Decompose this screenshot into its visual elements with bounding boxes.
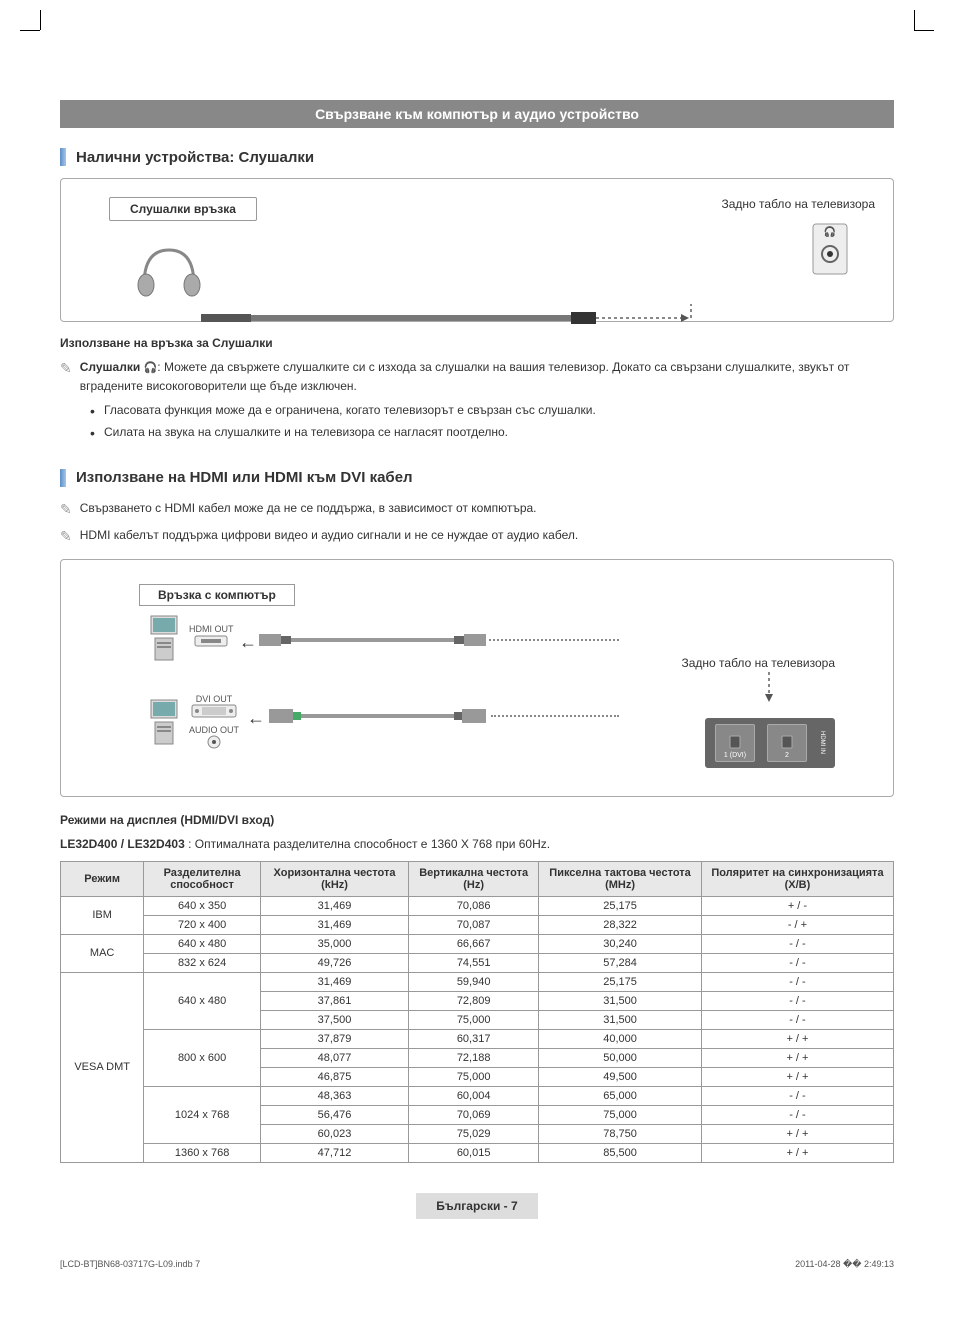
tv-arrow-down <box>763 672 775 702</box>
hdmi-note-2: ✎ HDMI кабелът поддържа цифрови видео и … <box>60 526 894 547</box>
dvi-cable-icon <box>269 706 489 726</box>
table-row: 1360 x 76847,71260,01585,500+ / + <box>61 1143 894 1162</box>
svg-text:🎧: 🎧 <box>824 225 836 238</box>
headphone-jack-icon: 🎧 <box>805 219 855 284</box>
headphone-note: ✎ Слушалки 🎧: Можете да свържете слушалк… <box>60 358 894 395</box>
section-banner: Свързване към компютър и аудио устройств… <box>60 100 894 128</box>
table-row: IBM640 x 35031,46970,08625,175+ / - <box>61 896 894 915</box>
headphone-glyph-icon: 🎧 <box>144 362 158 374</box>
dvi-out-label: DVI OUT <box>189 694 239 704</box>
tv-port-2: 2 <box>767 724 807 762</box>
table-header-row: Режим Разделителна способност Хоризонтал… <box>61 861 894 896</box>
note-icon: ✎ <box>60 358 72 379</box>
th-hfreq: Хоризонтална честота (kHz) <box>260 861 408 896</box>
hdmi-port-icon <box>191 634 231 650</box>
table-row: 1024 x 76848,36360,00465,000- / - <box>61 1086 894 1105</box>
note-icon: ✎ <box>60 499 72 520</box>
tv-hdmi-ports: 1 (DVI) 2 HDMI IN <box>705 718 835 768</box>
headphone-connection-label: Слушалки връзка <box>109 197 257 221</box>
audio-jack-icon <box>204 735 224 749</box>
th-resolution: Разделителна способност <box>144 861 261 896</box>
arrow-left-icon: ← <box>247 708 265 729</box>
display-modes-table: Режим Разделителна способност Хоризонтал… <box>60 861 894 1163</box>
note-icon: ✎ <box>60 526 72 547</box>
list-item: Гласовата функция може да е ограничена, … <box>90 401 894 419</box>
table-row: VESA DMT640 x 48031,46959,94025,175- / - <box>61 972 894 991</box>
pc-connection-label: Връзка с компютър <box>139 584 295 606</box>
hdmi-diagram: Връзка с компютър HDMI OUT ← DVI <box>60 559 894 797</box>
table-row: MAC640 x 48035,00066,66730,240- / - <box>61 934 894 953</box>
arrow-left-icon: ← <box>239 632 257 653</box>
headphone-bullets: Гласовата функция може да е ограничена, … <box>90 401 894 441</box>
hdmi-heading: Използване на HDMI или HDMI към DVI кабе… <box>60 469 894 487</box>
headphones-heading: Налични устройства: Слушалки <box>60 148 894 166</box>
hdmi-note-1: ✎ Свързването с HDMI кабел може да не се… <box>60 499 894 520</box>
th-mode: Режим <box>61 861 144 896</box>
list-item: Силата на звука на слушалките и на телев… <box>90 423 894 441</box>
headphone-diagram: Слушалки връзка Задно табло на телевизор… <box>60 178 894 322</box>
table-row: 832 x 62449,72674,55157,284- / - <box>61 953 894 972</box>
tv-port-1: 1 (DVI) <box>715 724 755 762</box>
model-line: LE32D400 / LE32D403 : Оптималната раздел… <box>60 837 894 851</box>
th-pixclock: Пикселна тактова честота (MHz) <box>539 861 702 896</box>
table-row: 800 x 60037,87960,31740,000+ / + <box>61 1029 894 1048</box>
computer-icon <box>149 698 179 746</box>
headphone-usage-heading: Използване на връзка за Слушалки <box>60 336 894 350</box>
hdmi-cable-icon <box>259 630 489 650</box>
document-footer: [LCD-BT]BN68-03717G-L09.indb 7 2011-04-2… <box>60 1259 894 1270</box>
tv-rear-label: Задно табло на телевизора <box>517 197 875 211</box>
th-polarity: Поляритет на синхронизацията (Х/В) <box>701 861 893 896</box>
hdmi-out-label: HDMI OUT <box>189 624 234 634</box>
display-modes-heading: Режими на дисплея (HDMI/DVI вход) <box>60 813 894 827</box>
th-vfreq: Вертикална честота (Hz) <box>409 861 539 896</box>
tv-rear-label-hdmi: Задно табло на телевизора <box>682 656 836 670</box>
doc-filename: [LCD-BT]BN68-03717G-L09.indb 7 <box>60 1259 200 1270</box>
hdmi-in-label: HDMI IN <box>819 731 825 754</box>
audio-out-label: AUDIO OUT <box>189 725 239 735</box>
page-footer: Български - 7 <box>60 1193 894 1219</box>
dvi-port-icon <box>190 704 238 718</box>
page-number-badge: Български - 7 <box>416 1193 537 1219</box>
headphones-icon <box>129 235 209 300</box>
computer-icon <box>149 614 179 662</box>
headphone-cable <box>201 304 701 334</box>
table-row: 720 x 40031,46970,08728,322- / + <box>61 915 894 934</box>
doc-timestamp: 2011-04-28 �� 2:49:13 <box>795 1259 894 1270</box>
